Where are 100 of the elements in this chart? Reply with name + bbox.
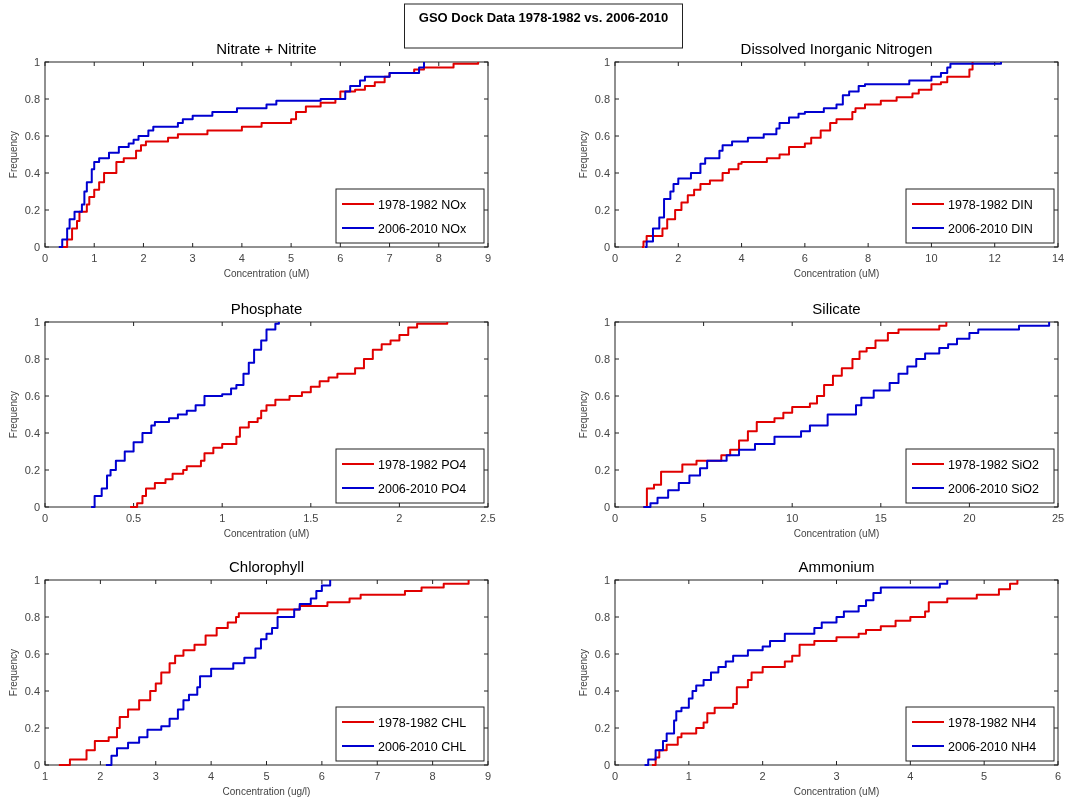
y-tick-label: 0.8 (24, 93, 40, 105)
x-axis-title: Concentration (uM) (793, 528, 880, 539)
x-tick-label: 0 (611, 512, 619, 524)
y-tick-label: 0.2 (24, 722, 40, 734)
x-tick-label: 1 (41, 770, 49, 782)
x-tick-label: 2 (97, 770, 104, 782)
x-tick-label: 6 (337, 252, 344, 264)
x-axis-title: Concentration (uM) (223, 268, 310, 279)
x-axis-title: Concentration (uM) (793, 786, 880, 797)
chart-title: Nitrate + Nitrite (216, 40, 317, 57)
y-tick-label: 0.8 (594, 93, 610, 105)
x-tick-label: 3 (152, 770, 159, 782)
y-tick-label: 0.4 (24, 685, 40, 697)
y-tick-label: 1 (33, 316, 40, 328)
y-tick-label: 0 (603, 501, 610, 513)
y-tick-label: 1 (33, 56, 40, 68)
y-tick-label: 0.4 (24, 167, 40, 179)
y-tick-label: 1 (603, 316, 610, 328)
y-tick-label: 0 (33, 759, 40, 771)
x-axis-title: Concentration (ug/l) (222, 786, 311, 797)
legend-label: 1978-1982 PO4 (378, 458, 467, 472)
x-axis-title: Concentration (uM) (793, 268, 880, 279)
y-tick-label: 0.4 (24, 427, 40, 439)
legend-label: 1978-1982 NH4 (948, 716, 1037, 730)
legend-label: 1978-1982 CHL (378, 716, 467, 730)
y-tick-label: 1 (33, 574, 40, 586)
y-tick-label: 0 (33, 501, 40, 513)
legend-label: 2006-2010 SiO2 (948, 482, 1040, 496)
x-tick-label: 2 (675, 252, 682, 264)
x-tick-label: 25 (1051, 512, 1065, 524)
x-tick-label: 1.5 (303, 512, 319, 524)
x-tick-label: 9 (484, 770, 492, 782)
y-tick-label: 0.2 (594, 464, 610, 476)
y-tick-label: 0.6 (594, 648, 610, 660)
x-tick-label: 3 (189, 252, 196, 264)
x-tick-label: 9 (484, 252, 492, 264)
text: GSO Dock Data 1978-1982 vs. 2006-2010 (418, 10, 669, 25)
x-tick-label: 1 (685, 770, 692, 782)
y-tick-label: 1 (603, 56, 610, 68)
x-tick-label: 0 (41, 252, 49, 264)
legend-label: 2006-2010 NOx (378, 222, 467, 236)
y-tick-label: 0.2 (594, 204, 610, 216)
x-tick-label: 8 (429, 770, 436, 782)
x-tick-label: 5 (263, 770, 270, 782)
x-tick-label: 2 (396, 512, 403, 524)
y-tick-label: 0 (33, 241, 40, 253)
y-tick-label: 0.6 (24, 390, 40, 402)
y-tick-label: 0.8 (594, 611, 610, 623)
x-tick-label: 4 (738, 252, 745, 264)
y-axis-title: Frequency (8, 130, 19, 179)
y-tick-label: 0.4 (594, 427, 610, 439)
legend-label: 1978-1982 DIN (948, 198, 1033, 212)
x-tick-label: 7 (374, 770, 381, 782)
x-tick-label: 0 (611, 252, 619, 264)
x-tick-label: 4 (907, 770, 914, 782)
x-tick-label: 5 (700, 512, 707, 524)
x-tick-label: 10 (786, 512, 799, 524)
x-tick-label: 5 (981, 770, 988, 782)
x-tick-label: 1 (91, 252, 98, 264)
y-tick-label: 0.8 (24, 611, 40, 623)
x-tick-label: 4 (238, 252, 245, 264)
legend-label: 2006-2010 CHL (378, 740, 467, 754)
x-tick-label: 0 (611, 770, 619, 782)
y-tick-label: 0.6 (594, 390, 610, 402)
y-tick-label: 0.6 (24, 130, 40, 142)
x-tick-label: 5 (288, 252, 295, 264)
x-tick-label: 6 (1054, 770, 1062, 782)
y-tick-label: 0 (603, 759, 610, 771)
y-tick-label: 0.6 (24, 648, 40, 660)
chart-title: Dissolved Inorganic Nitrogen (740, 40, 933, 57)
y-tick-label: 0.8 (594, 353, 610, 365)
x-tick-label: 2 (759, 770, 766, 782)
x-tick-label: 20 (963, 512, 976, 524)
x-tick-label: 7 (386, 252, 393, 264)
x-tick-label: 8 (435, 252, 442, 264)
x-tick-label: 4 (208, 770, 215, 782)
x-tick-label: 12 (988, 252, 1001, 264)
y-tick-label: 0.2 (24, 464, 40, 476)
y-axis-title: Frequency (578, 130, 589, 179)
x-tick-label: 8 (865, 252, 872, 264)
chart-title: Silicate (812, 300, 861, 317)
y-axis-title: Frequency (8, 648, 19, 697)
legend-label: 2006-2010 DIN (948, 222, 1033, 236)
x-tick-label: 1 (219, 512, 226, 524)
legend-label: 2006-2010 PO4 (378, 482, 467, 496)
legend-label: 1978-1982 SiO2 (948, 458, 1040, 472)
x-axis-title: Concentration (uM) (223, 528, 310, 539)
x-tick-label: 6 (318, 770, 325, 782)
chart-title: Phosphate (230, 300, 303, 317)
x-tick-label: 2.5 (480, 512, 496, 524)
x-tick-label: 3 (833, 770, 840, 782)
x-tick-label: 6 (801, 252, 808, 264)
x-tick-label: 15 (874, 512, 887, 524)
x-tick-label: 0 (41, 512, 49, 524)
y-axis-title: Frequency (8, 390, 19, 439)
y-tick-label: 1 (603, 574, 610, 586)
y-axis-title: Frequency (578, 648, 589, 697)
y-tick-label: 0 (603, 241, 610, 253)
legend-label: 1978-1982 NOx (378, 198, 467, 212)
legend-label: 2006-2010 NH4 (948, 740, 1037, 754)
